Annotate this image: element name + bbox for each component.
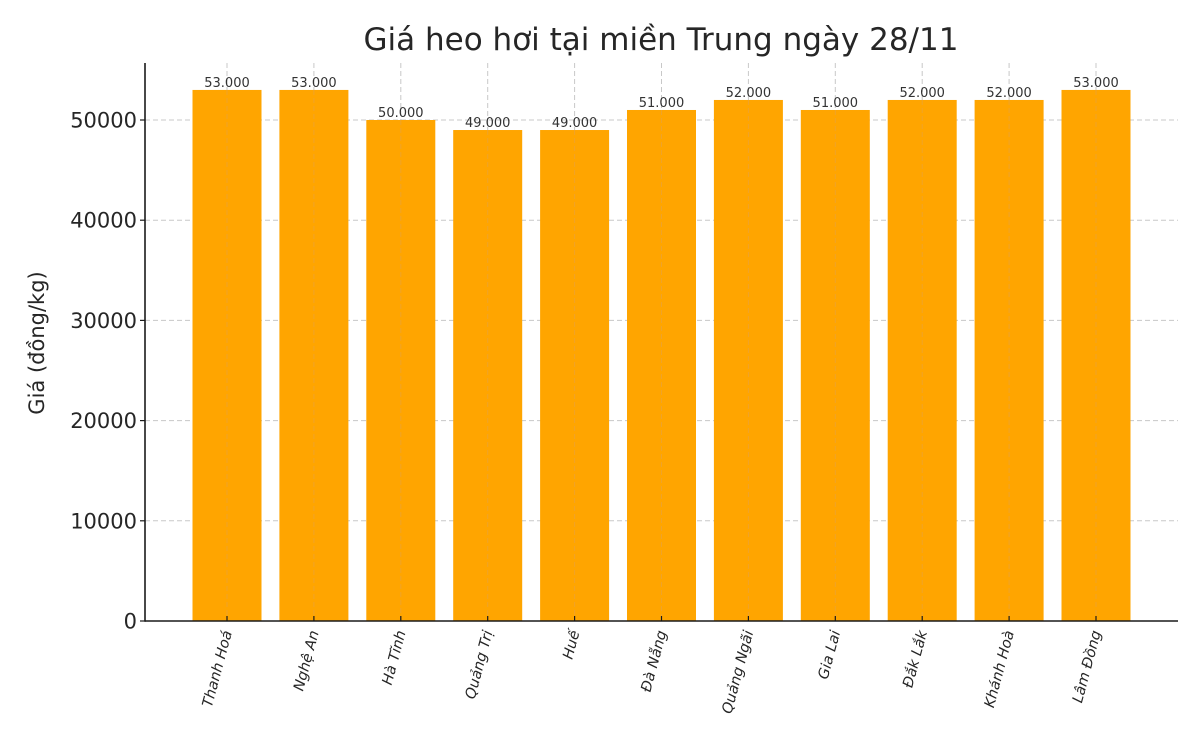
bar-value-label: 52.000	[726, 86, 772, 101]
y-tick-label: 20000	[70, 409, 137, 433]
x-tick-label: Quảng Trị	[463, 629, 497, 701]
bar-value-label: 49.000	[552, 116, 598, 131]
x-tick-label: Hà Tĩnh	[380, 629, 410, 687]
x-tick-label: Đắk Lắk	[900, 628, 932, 689]
y-axis-label: Giá (đồng/kg)	[25, 271, 49, 414]
chart-title: Giá heo hơi tại miền Trung ngày 28/11	[364, 22, 959, 58]
bar-value-label: 52.000	[899, 86, 945, 101]
y-tick-label: 10000	[70, 509, 137, 533]
y-tick-label: 30000	[70, 309, 137, 333]
x-tick-label: Quảng Ngãi	[720, 629, 758, 716]
bar-value-label: 49.000	[465, 116, 511, 131]
bar-value-label: 53.000	[291, 76, 337, 91]
x-axis-ticks: Thanh Hoá Nghệ An Hà Tĩnh Quảng Trị Huế Đà Nẵ…	[200, 616, 1105, 716]
y-axis-ticks: 0 10000 20000 30000 40000 50000	[70, 109, 145, 634]
bar-value-label: 51.000	[813, 96, 859, 111]
x-tick-label: Lâm Đồng	[1069, 629, 1105, 705]
bar-value-label: 52.000	[986, 86, 1032, 101]
y-tick-label: 50000	[70, 109, 137, 133]
x-tick-label: Nghệ An	[291, 629, 322, 693]
x-tick-label: Huế	[560, 627, 584, 661]
bar-value-label: 53.000	[204, 76, 250, 91]
bar-value-label: 50.000	[378, 106, 424, 121]
bar-value-label: 53.000	[1073, 76, 1119, 91]
x-tick-label: Đà Nẵng	[638, 629, 671, 694]
bar-value-label: 51.000	[639, 96, 685, 111]
x-tick-label: Thanh Hoá	[200, 629, 236, 709]
x-tick-label: Gia Lai	[816, 629, 844, 681]
x-tick-label: Khánh Hoà	[982, 629, 1018, 710]
y-tick-label: 40000	[70, 209, 137, 233]
value-labels: 53.000 53.000 50.000 49.000 49.000 51.000 52.0…	[204, 76, 1119, 131]
bars	[192, 89, 1131, 621]
y-tick-label: 0	[124, 610, 137, 634]
